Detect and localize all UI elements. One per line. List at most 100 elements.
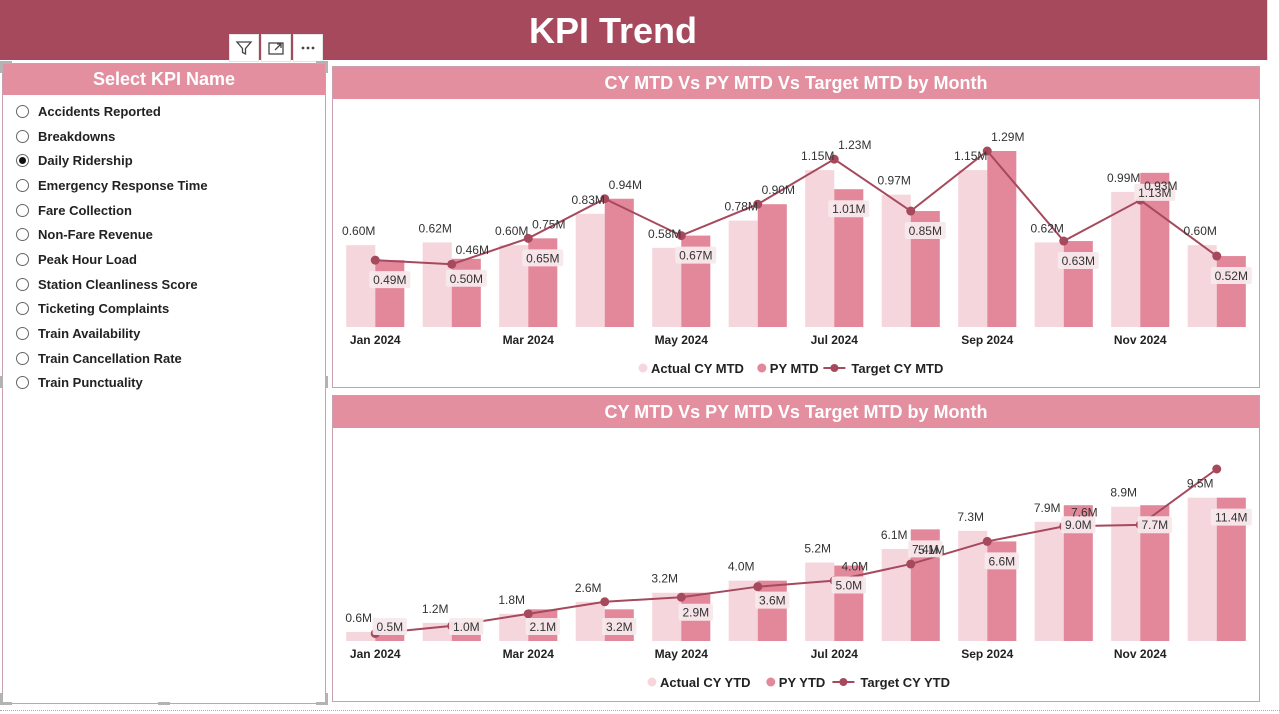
x-tick-label: May 2024 — [655, 333, 709, 347]
legend-marker-icon — [830, 364, 839, 372]
slicer-item[interactable]: Train Cancellation Rate — [16, 346, 325, 371]
x-tick-label: Mar 2024 — [503, 647, 555, 661]
data-label-py-bg — [1061, 516, 1096, 534]
target-point — [982, 536, 992, 546]
data-label-py: 6.6M — [988, 554, 1015, 568]
filter-icon[interactable] — [229, 34, 259, 62]
slicer-item-label: Emergency Response Time — [38, 177, 208, 193]
mtd-chart[interactable]: 0.60M 0.49M 0.62M 0.50M 0.46M 0.60M 0.65M 0.75M… — [333, 99, 1259, 387]
slicer-item[interactable]: Train Punctuality — [16, 371, 325, 396]
radio-selected-icon[interactable] — [16, 154, 29, 168]
slicer-item[interactable]: Non-Fare Revenue — [16, 222, 325, 247]
slicer-item[interactable]: Breakdowns — [16, 124, 325, 149]
slicer-item-label: Accidents Reported — [38, 103, 161, 119]
slicer-item[interactable]: Emergency Response Time — [16, 173, 325, 198]
data-label-py: 3.2M — [606, 620, 633, 634]
ytd-chart[interactable]: 0.6M 0.5M 1.2M 1.0M 1.8M 2.1M 2.6M 3.2M 3.2M 2.9M… — [333, 428, 1259, 701]
slicer-item-label: Ticketing Complaints — [38, 301, 170, 317]
slicer-item-label: Fare Collection — [38, 202, 132, 218]
data-label-actual: 4.0M — [728, 560, 755, 574]
data-label-py-bg — [522, 249, 564, 267]
slicer-item[interactable]: Peak Hour Load — [16, 247, 325, 272]
x-tick-label: May 2024 — [655, 647, 709, 661]
data-label-actual: 0.62M — [1031, 221, 1064, 235]
resize-handle-bottom-left[interactable] — [0, 702, 12, 705]
data-label-py-bg — [675, 246, 717, 264]
data-label-actual: 0.78M — [725, 200, 758, 214]
data-label-py-bg — [1210, 267, 1252, 285]
legend-label: Target CY YTD — [860, 675, 950, 690]
target-point — [1212, 251, 1222, 261]
slicer-item-label: Daily Ridership — [38, 153, 133, 169]
target-point — [370, 255, 380, 265]
radio-icon[interactable] — [16, 178, 29, 192]
data-label-actual: 5.2M — [804, 542, 831, 556]
bar-actual-cy-ytd — [575, 601, 605, 641]
slicer-item[interactable]: Train Availability — [16, 321, 325, 346]
focus-mode-icon[interactable] — [261, 34, 291, 62]
data-label-py: 0.49M — [373, 273, 406, 287]
resize-handle-bottom-right[interactable] — [316, 702, 328, 705]
slicer-item[interactable]: Fare Collection — [16, 198, 325, 223]
radio-icon[interactable] — [16, 376, 29, 390]
resize-handle-top-right[interactable] — [316, 61, 328, 64]
data-label-py-bg — [449, 618, 484, 635]
target-point — [600, 597, 610, 607]
radio-icon[interactable] — [16, 129, 29, 143]
legend-marker-icon — [638, 363, 648, 373]
data-label-py-bg — [602, 618, 637, 635]
bar-py-mtd — [1216, 256, 1246, 327]
resize-handle-top-right[interactable] — [325, 61, 328, 73]
x-tick-label: Nov 2024 — [1114, 647, 1167, 661]
data-label-py: 3.6M — [759, 594, 786, 608]
slicer-item[interactable]: Accidents Reported — [16, 99, 325, 124]
bar-actual-cy-ytd — [1111, 506, 1141, 641]
resize-handle-top-left[interactable] — [0, 61, 12, 64]
slicer-item-label: Peak Hour Load — [38, 251, 137, 267]
data-label-target: 0.46M — [456, 243, 489, 257]
data-label-py-bg — [904, 222, 946, 240]
bar-actual-cy-ytd — [805, 562, 835, 641]
data-label-target: 1.29M — [991, 130, 1024, 144]
slicer-item[interactable]: Daily Ridership — [16, 148, 325, 173]
slicer-item-label: Train Availability — [38, 326, 141, 342]
x-tick-label: Nov 2024 — [1114, 333, 1167, 347]
resize-handle-top-left[interactable] — [0, 61, 3, 73]
data-label-actual: 2.6M — [575, 581, 602, 595]
resize-handle-bottom-left[interactable] — [0, 693, 3, 705]
resize-handle-bottom-right[interactable] — [325, 693, 328, 705]
data-label-py-bg — [369, 271, 411, 289]
visual-header-toolbar — [229, 34, 323, 62]
legend-label: PY MTD — [770, 361, 819, 376]
bar-py-mtd — [757, 204, 787, 327]
radio-icon[interactable] — [16, 203, 29, 217]
x-tick-label: Sep 2024 — [961, 647, 1013, 661]
data-label-actual: 0.60M — [1184, 224, 1217, 238]
target-line — [375, 149, 1218, 266]
data-label-py: 0.52M — [1215, 269, 1248, 283]
radio-icon[interactable] — [16, 104, 29, 118]
legend-marker-icon — [647, 677, 657, 687]
resize-handle-right[interactable] — [325, 376, 328, 388]
slicer-item[interactable]: Station Cleanliness Score — [16, 272, 325, 297]
radio-icon[interactable] — [16, 327, 29, 341]
slicer-item[interactable]: Ticketing Complaints — [16, 297, 325, 322]
data-label-actual: 3.2M — [651, 572, 678, 586]
data-label-target: 5.1M — [918, 543, 945, 557]
resize-handle-left[interactable] — [0, 376, 3, 388]
data-label-py: 2.1M — [529, 620, 556, 634]
radio-icon[interactable] — [16, 351, 29, 365]
bar-actual-cy-mtd — [1187, 245, 1217, 327]
bar-py-mtd — [375, 260, 405, 327]
radio-icon[interactable] — [16, 277, 29, 291]
resize-handle-bottom[interactable] — [158, 702, 170, 705]
target-point — [676, 231, 686, 241]
bar-actual-cy-mtd — [805, 170, 835, 327]
data-label-py: 1.01M — [832, 202, 865, 216]
radio-icon[interactable] — [16, 228, 29, 242]
radio-icon[interactable] — [16, 252, 29, 266]
target-point — [982, 146, 992, 156]
radio-icon[interactable] — [16, 302, 29, 316]
x-tick-label: Mar 2024 — [503, 333, 555, 347]
more-options-icon[interactable] — [293, 34, 323, 62]
